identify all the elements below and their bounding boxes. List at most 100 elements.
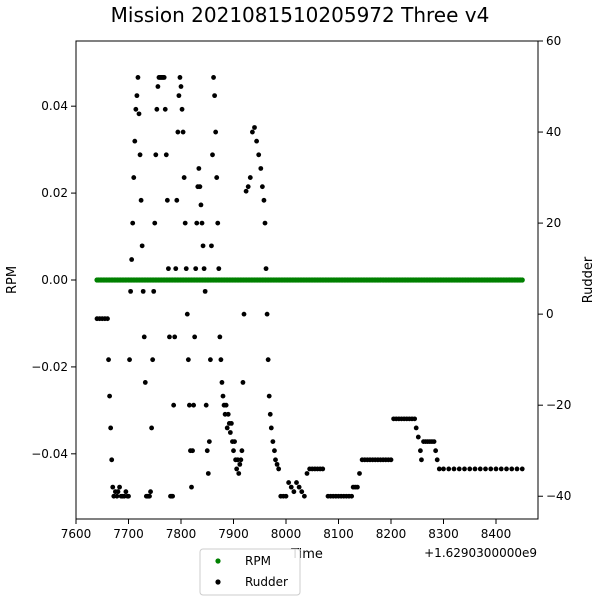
- rudder-point: [296, 484, 302, 490]
- rudder-point: [519, 466, 525, 472]
- x-axis-offset-label: +1.6290300000e9: [424, 546, 537, 560]
- rudder-point: [198, 202, 204, 208]
- rudder-point: [434, 457, 440, 463]
- rudder-point: [472, 466, 478, 472]
- legend: RPM Rudder: [199, 548, 301, 596]
- legend-frame: [199, 548, 301, 596]
- rudder-point: [110, 484, 116, 490]
- rudder-point: [283, 493, 289, 499]
- rudder-point: [272, 448, 277, 454]
- rudder-point: [240, 380, 246, 385]
- rudder-point: [357, 471, 362, 476]
- rudder-point: [174, 197, 180, 203]
- x-tick-label: 7800: [166, 527, 197, 541]
- rudder-point: [256, 152, 262, 158]
- rudder-point: [152, 220, 158, 226]
- rudder-point: [498, 466, 504, 472]
- rudder-point: [225, 411, 231, 417]
- rudder-point: [212, 93, 218, 99]
- rudder-point: [171, 402, 177, 408]
- rudder-point: [231, 448, 236, 454]
- rudder-point: [199, 220, 205, 226]
- rudder-point: [176, 93, 182, 99]
- x-tick-label: 8100: [323, 527, 354, 541]
- rudder-point: [291, 489, 297, 495]
- right-y-axis: −40 −20 0 20 40 60: [538, 34, 571, 503]
- rudder-point: [299, 489, 305, 495]
- right-y-tick-label: −20: [546, 398, 571, 412]
- rudder-point: [229, 421, 234, 426]
- rudder-point: [239, 448, 245, 454]
- rudder-point: [456, 466, 462, 472]
- rudder-point: [173, 266, 179, 272]
- rudder-point: [413, 425, 419, 431]
- right-y-tick-label: 40: [546, 125, 561, 139]
- rudder-point: [179, 106, 185, 112]
- chart-title: Mission 2021081510205972 Three v4: [111, 3, 490, 27]
- rudder-point: [213, 129, 219, 135]
- rudder-point: [153, 152, 159, 158]
- rudder-point: [148, 489, 153, 495]
- rudder-point: [134, 93, 140, 99]
- right-y-axis-label: Rudder: [581, 256, 596, 303]
- rudder-point: [172, 334, 178, 340]
- rudder-point: [117, 484, 122, 490]
- rudder-point: [259, 184, 265, 190]
- rudder-point: [133, 106, 139, 112]
- rudder-point: [107, 393, 112, 399]
- rudder-point: [136, 111, 142, 117]
- rudder-point: [504, 466, 509, 472]
- x-tick-label: 7700: [113, 527, 144, 541]
- rudder-point: [190, 448, 195, 454]
- rudder-point: [415, 434, 421, 440]
- rudder-point: [175, 129, 181, 135]
- rudder-point: [509, 466, 515, 472]
- rudder-point: [433, 448, 439, 454]
- rudder-point: [270, 439, 276, 445]
- rudder-point: [218, 357, 224, 363]
- rudder-point: [227, 430, 233, 435]
- rudder-point: [193, 266, 199, 272]
- rudder-point: [250, 129, 255, 135]
- rudder-point: [180, 129, 186, 135]
- rudder-point: [147, 493, 152, 499]
- rudder-point: [215, 220, 221, 226]
- rudder-point: [234, 466, 240, 472]
- legend-rudder-marker: [215, 579, 221, 585]
- rudder-point: [241, 311, 247, 317]
- rudder-point: [206, 439, 212, 445]
- rudder-point: [105, 316, 110, 322]
- rudder-point: [155, 84, 161, 89]
- rudder-point: [162, 106, 168, 112]
- rudder-point: [238, 457, 244, 463]
- rudder-point: [167, 334, 172, 340]
- rudder-point: [170, 493, 176, 499]
- left-y-tick-label: 0.04: [41, 99, 68, 113]
- rudder-point: [203, 402, 209, 408]
- rudder-point: [204, 448, 210, 454]
- rudder-point: [108, 425, 114, 431]
- rudder-point: [137, 152, 143, 158]
- rudder-point: [127, 357, 132, 363]
- rudder-point: [266, 393, 272, 399]
- rudder-point: [217, 334, 223, 340]
- right-y-tick-label: 0: [546, 307, 554, 321]
- left-y-tick-label: 0.00: [41, 273, 68, 287]
- rudder-point: [210, 152, 215, 158]
- rudder-point: [194, 220, 200, 226]
- rudder-point: [151, 288, 157, 294]
- right-y-tick-label: −40: [546, 489, 571, 503]
- x-tick-label: 8000: [271, 527, 302, 541]
- rudder-point: [140, 288, 146, 294]
- rudder-point: [261, 197, 267, 203]
- rudder-point: [262, 220, 268, 226]
- rudder-point: [149, 425, 155, 431]
- rudder-point: [191, 402, 197, 408]
- rudder-point: [304, 471, 310, 476]
- rudder-point: [462, 466, 467, 472]
- legend-rpm-marker: [215, 558, 221, 564]
- rudder-point: [247, 175, 253, 180]
- rudder-point: [130, 220, 136, 226]
- x-tick-label: 7600: [61, 527, 92, 541]
